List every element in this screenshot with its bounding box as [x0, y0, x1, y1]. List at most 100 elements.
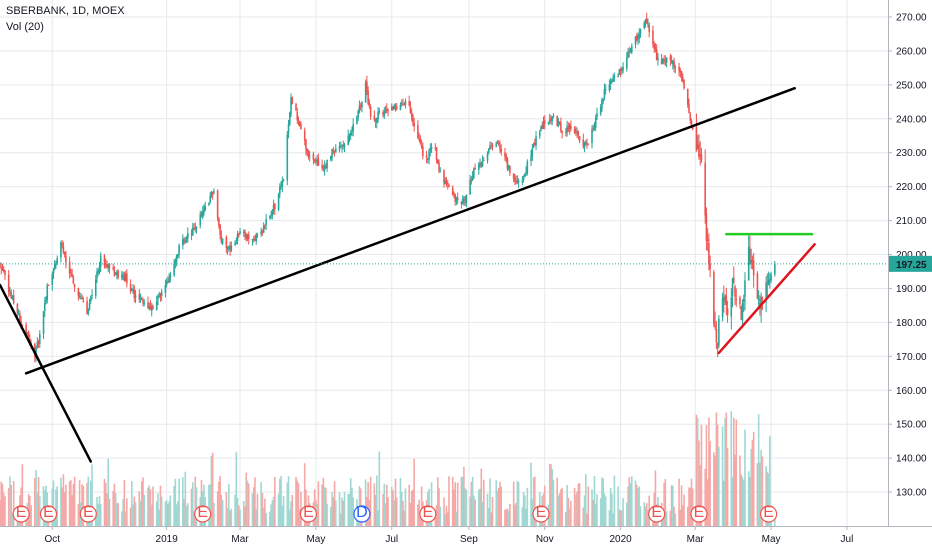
volume-bar — [591, 489, 593, 526]
trendline-long-term-support[interactable] — [24, 86, 796, 375]
volume-bar — [108, 498, 111, 526]
volume-bar — [164, 501, 167, 526]
volume-bar — [159, 485, 162, 526]
event-marker[interactable]: E — [12, 504, 30, 523]
symbol-title[interactable]: SBERBANK, 1D, MOEX — [6, 5, 125, 17]
trendlines[interactable] — [0, 86, 816, 463]
candle-body — [587, 143, 590, 145]
event-marker-circle — [648, 505, 666, 523]
time-tick-label: Mar — [231, 534, 249, 545]
candle-body — [325, 165, 327, 168]
candle-body — [269, 215, 271, 219]
candle-body — [124, 274, 127, 282]
candle-body — [148, 306, 151, 309]
candle-body — [470, 179, 473, 182]
candle-body — [72, 277, 75, 284]
candle-body — [312, 154, 315, 160]
candle-body — [296, 111, 299, 121]
volume-bar — [639, 506, 642, 526]
candle-body — [752, 260, 755, 276]
candle-body — [721, 297, 724, 318]
event-marker-circle — [12, 505, 30, 523]
volume-bar — [254, 477, 256, 526]
candle-body — [473, 168, 475, 178]
candle-body — [343, 144, 346, 148]
candle-body — [209, 196, 211, 203]
candle-body — [68, 261, 71, 274]
volume-bar — [756, 463, 759, 526]
price-tick-label: 260.00 — [896, 46, 927, 57]
candle-body — [89, 296, 92, 302]
event-marker[interactable]: E — [79, 504, 97, 523]
event-marker[interactable]: E — [760, 504, 778, 523]
volume-bar — [138, 491, 141, 526]
candle-body — [300, 124, 302, 130]
volume-bar — [460, 476, 463, 526]
time-axis[interactable]: Oct 2019 Mar May Jul Sep Nov 2020 Mar May Jul — [44, 526, 853, 545]
volume-bar — [678, 478, 680, 526]
candle-body — [456, 197, 459, 201]
volume-bar — [586, 513, 588, 526]
event-marker[interactable]: E — [194, 504, 212, 523]
candle-body — [295, 104, 297, 111]
volume-bar — [65, 484, 67, 526]
candle-body — [565, 131, 567, 133]
volume-bar — [769, 436, 771, 526]
candle-body — [228, 246, 230, 248]
volume-bar — [373, 483, 376, 526]
volume-bar — [526, 487, 529, 526]
event-marker[interactable]: D — [353, 504, 371, 523]
trendline-rising-support[interactable] — [717, 243, 816, 355]
volume-bar — [94, 510, 97, 526]
volume-bar — [465, 489, 468, 526]
volume-bar — [34, 477, 36, 526]
volume-bar — [274, 477, 276, 526]
volume-indicator-title[interactable]: Vol (20) — [6, 21, 44, 33]
volume-bar — [177, 501, 179, 526]
candle-body — [647, 24, 649, 26]
candle-body — [382, 112, 384, 115]
candle-body — [619, 69, 622, 72]
time-tick-label: Oct — [44, 534, 60, 545]
event-marker[interactable]: E — [532, 504, 550, 523]
volume-bar — [1, 483, 4, 526]
volume-bar — [341, 497, 343, 526]
candle-body — [547, 121, 550, 124]
volume-bar — [726, 447, 729, 526]
event-marker[interactable]: E — [39, 504, 58, 523]
candle-body — [489, 145, 491, 150]
candle-body — [364, 82, 367, 103]
candle-body — [160, 291, 163, 297]
event-marker[interactable]: E — [690, 504, 708, 523]
volume-bar — [393, 500, 396, 526]
volume-bar — [291, 494, 294, 526]
candle-body — [495, 143, 498, 147]
volume-bar — [420, 486, 423, 526]
event-marker[interactable]: E — [419, 504, 437, 523]
volume-bar — [445, 505, 448, 526]
candle-body — [428, 151, 430, 160]
event-marker[interactable]: E — [299, 504, 318, 523]
volume-bar — [38, 496, 41, 526]
candle-body — [333, 150, 336, 153]
event-marker[interactable]: E — [648, 504, 666, 523]
candle-body — [81, 297, 83, 300]
volume-bar — [239, 509, 241, 526]
trendline-descending-line[interactable] — [0, 283, 93, 463]
price-axis[interactable]: 270.00 260.00 250.00 240.00 230.00 220.00 210.… — [888, 12, 927, 499]
candle-body — [630, 46, 633, 52]
candle-body — [165, 281, 168, 285]
price-tick-label: 220.00 — [896, 182, 927, 193]
candle-body — [194, 228, 197, 230]
candle-body — [486, 153, 489, 161]
volume-bar — [152, 486, 154, 526]
candle-body — [21, 324, 24, 326]
candle-body — [654, 46, 657, 51]
volume-bar — [665, 511, 668, 526]
event-marker-circle — [194, 505, 212, 523]
candle-body — [152, 305, 154, 309]
volume-bar — [270, 504, 272, 526]
